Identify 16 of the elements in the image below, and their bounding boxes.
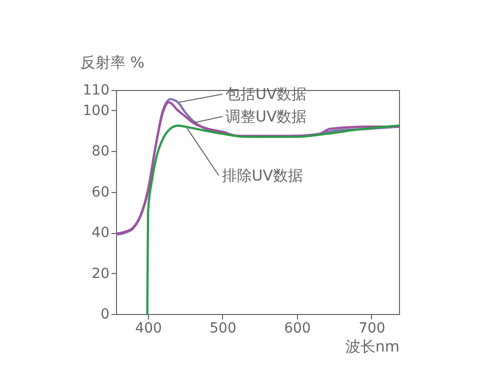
x-tick-label: 700 [358, 320, 386, 336]
y-tick-label: 100 [82, 102, 110, 119]
x-axis-title: 波长nm [345, 338, 400, 356]
x-tick-label: 400 [135, 320, 162, 336]
y-tick-label: 20 [92, 266, 110, 282]
y-tick-label: 0 [100, 306, 110, 322]
y-tick-label: 60 [92, 184, 110, 200]
x-tick-label: 600 [284, 320, 311, 336]
y-tick-label: 40 [92, 225, 110, 242]
line-series [146, 124, 400, 316]
series-label: 调整UV数据 [225, 107, 307, 126]
x-tick-label: 500 [210, 320, 236, 336]
series-label: 排除UV数据 [222, 166, 304, 185]
y-axis-title: 反射率 % [80, 54, 145, 72]
y-tick-label: 80 [92, 144, 110, 160]
y-tick-label: 110 [82, 82, 110, 98]
